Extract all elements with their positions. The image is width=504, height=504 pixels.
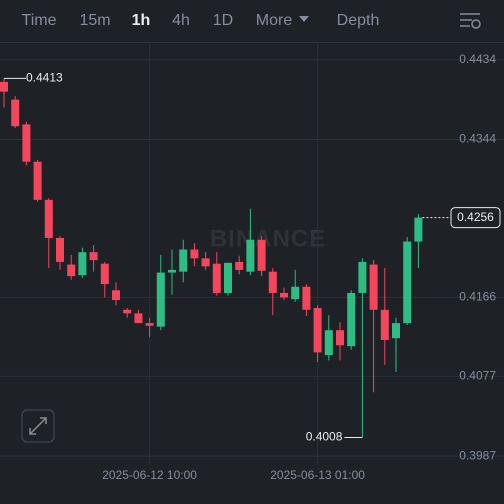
dropdown-arrow — [299, 16, 309, 22]
candle-body — [324, 330, 333, 356]
max-label: 0.4413 — [26, 71, 63, 85]
candle-body — [156, 272, 165, 327]
candle-body — [347, 292, 356, 347]
tab[interactable]: 4h — [172, 12, 190, 29]
watermark: BINANCE — [210, 225, 326, 252]
candle-body — [22, 124, 31, 162]
min-label: 0.4008 — [306, 430, 343, 444]
candle-body — [0, 81, 8, 92]
settings-icon[interactable] — [460, 13, 481, 29]
candle-body — [134, 313, 143, 324]
tab[interactable]: 15m — [79, 12, 110, 29]
candle-body — [280, 292, 288, 298]
plot: BINANCE 0.4434 0.4344 0.4166 0.4077 0.3987 202… — [0, 42, 504, 482]
candle-body — [89, 252, 98, 261]
y-tick-label: 0.4166 — [459, 290, 496, 304]
tab[interactable]: 1h — [132, 12, 151, 29]
candle-body — [78, 252, 87, 276]
candle-body — [112, 290, 120, 301]
candle-body — [268, 271, 277, 293]
x-tick-label: 2025-06-12 10:00 — [102, 468, 197, 482]
y-tick-label: 0.4434 — [459, 52, 496, 66]
candle-body — [313, 308, 322, 353]
candle-body — [168, 269, 176, 273]
bottom-edge — [0, 498, 504, 504]
candle-body — [145, 323, 154, 326]
candle-body — [67, 264, 76, 277]
candle-body — [100, 263, 109, 285]
tab[interactable]: Time — [22, 12, 57, 29]
tab[interactable]: More — [256, 12, 293, 29]
toolbar: Time 15m 1h 4h 1D More Depth — [22, 12, 380, 29]
candle-body — [11, 99, 20, 127]
candle-body — [190, 249, 199, 259]
candle-body — [224, 262, 232, 293]
expand-button[interactable] — [21, 409, 55, 443]
y-tick-label: 0.4344 — [459, 132, 496, 146]
candle-body — [291, 286, 300, 300]
candle-body — [257, 239, 266, 271]
candle-body — [235, 261, 244, 270]
candle-body — [336, 330, 344, 346]
candle-body — [380, 309, 389, 340]
candle-body — [392, 323, 400, 339]
candle-body — [302, 286, 311, 310]
x-tick-label: 2025-06-13 01:00 — [270, 468, 365, 482]
candle-body — [246, 239, 255, 272]
candle-body — [179, 249, 188, 272]
y-tick-label: 0.4077 — [459, 368, 496, 382]
candle-body — [201, 258, 210, 267]
candle-body — [403, 241, 412, 324]
candle-body — [33, 161, 42, 200]
candle-body — [56, 237, 64, 262]
last-price-box — [450, 207, 501, 229]
candle-body — [212, 263, 221, 293]
last-price-label: 0.4256 — [457, 210, 494, 224]
tab[interactable]: 1D — [213, 12, 233, 29]
tab[interactable]: Depth — [337, 12, 380, 29]
candle-body — [414, 217, 423, 242]
y-tick-label: 0.3987 — [459, 448, 496, 462]
candle-body — [358, 261, 367, 293]
candle-body — [369, 264, 378, 310]
candle-body — [44, 199, 53, 238]
candle-body — [123, 309, 132, 314]
